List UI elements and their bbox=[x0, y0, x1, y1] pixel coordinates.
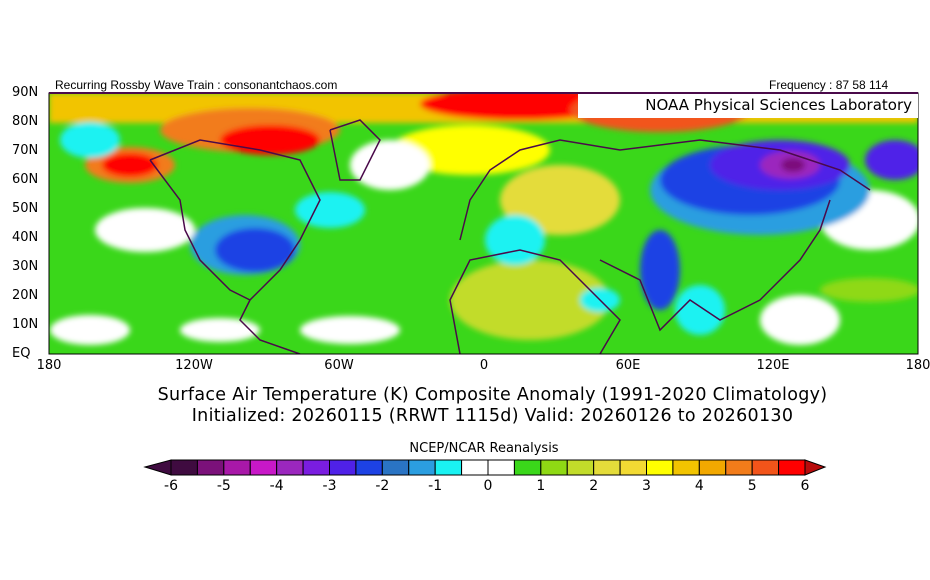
colorbar bbox=[143, 459, 827, 476]
colorbar-tick-label: 4 bbox=[694, 478, 704, 494]
colorbar-tick-label: -2 bbox=[375, 478, 390, 494]
colorbar-box bbox=[434, 459, 463, 476]
colorbar-box bbox=[672, 459, 700, 476]
colorbar-box bbox=[540, 459, 568, 476]
lon-label: 0 bbox=[479, 358, 489, 373]
colorbar-tick-label: 1 bbox=[536, 478, 546, 494]
colorbar-tick-label: 5 bbox=[747, 478, 757, 494]
lon-label: 120W bbox=[175, 358, 213, 373]
colorbar-box bbox=[196, 459, 225, 476]
colorbar-tick-label: -6 bbox=[164, 478, 178, 494]
colorbar-box bbox=[408, 459, 436, 476]
colorbar-box bbox=[751, 459, 780, 476]
lon-label: 180 bbox=[36, 358, 62, 373]
colorbar-box bbox=[355, 459, 383, 476]
colorbar-box bbox=[249, 459, 278, 476]
header-left: Recurring Rossby Wave Train : consonantc… bbox=[55, 78, 338, 92]
colorbar-box bbox=[170, 459, 198, 476]
lat-label: 30N bbox=[12, 259, 39, 274]
colorbar-box bbox=[329, 459, 357, 476]
colorbar-tick-label: -3 bbox=[322, 478, 337, 494]
colorbar-box bbox=[223, 459, 251, 476]
colorbar-box bbox=[566, 459, 595, 476]
colorbar-box bbox=[381, 459, 410, 476]
colorbar-tick-label: -1 bbox=[428, 478, 443, 494]
colorbar-box bbox=[646, 459, 674, 476]
colorbar-tick-label: 6 bbox=[800, 478, 810, 494]
org-label: NOAA Physical Sciences Laboratory bbox=[578, 94, 918, 118]
lat-label: 20N bbox=[12, 288, 39, 303]
colorbar-box bbox=[698, 459, 727, 476]
colorbar-tick-label: -5 bbox=[216, 478, 231, 494]
lat-label: 80N bbox=[12, 114, 39, 129]
colorbar-box bbox=[778, 459, 806, 476]
lat-label: 90N bbox=[12, 85, 39, 100]
colorbar-tick-label: -4 bbox=[269, 478, 284, 494]
lat-label: 60N bbox=[12, 172, 39, 187]
colorbar-box bbox=[619, 459, 648, 476]
colorbar-box bbox=[276, 459, 304, 476]
lat-label: EQ bbox=[12, 346, 31, 361]
colorbar-box bbox=[461, 459, 489, 476]
header-right: Frequency : 87 58 114 bbox=[769, 78, 889, 92]
lon-label: 60W bbox=[324, 358, 354, 373]
lat-label: 10N bbox=[12, 317, 39, 332]
colorbar-box bbox=[302, 459, 330, 476]
title-line-2: Initialized: 20260115 (RRWT 1115d) Valid… bbox=[191, 406, 794, 426]
colorbar-box bbox=[513, 459, 542, 476]
anomaly-field bbox=[49, 93, 918, 354]
org-label-text: NOAA Physical Sciences Laboratory bbox=[645, 96, 912, 114]
colorbar-label: NCEP/NCAR Reanalysis bbox=[409, 441, 559, 456]
colorbar-box bbox=[487, 459, 515, 476]
lon-label: 120E bbox=[756, 358, 790, 373]
colorbar-box bbox=[593, 459, 621, 476]
lat-label: 70N bbox=[12, 143, 39, 158]
colorbar-tick-label: 0 bbox=[483, 478, 493, 494]
lon-label: 180 bbox=[905, 358, 930, 373]
colorbar-tick-label: 2 bbox=[589, 478, 599, 494]
lon-label: 60E bbox=[615, 358, 641, 373]
colorbar-low-arrow bbox=[143, 459, 172, 476]
coastlines bbox=[149, 119, 871, 354]
colorbar-tick-label: 3 bbox=[642, 478, 651, 494]
title-line-1: Surface Air Temperature (K) Composite An… bbox=[157, 385, 828, 405]
lat-label: 40N bbox=[12, 230, 39, 245]
lat-label: 50N bbox=[12, 201, 39, 216]
colorbar-high-arrow bbox=[804, 459, 827, 476]
colorbar-box bbox=[725, 459, 753, 476]
